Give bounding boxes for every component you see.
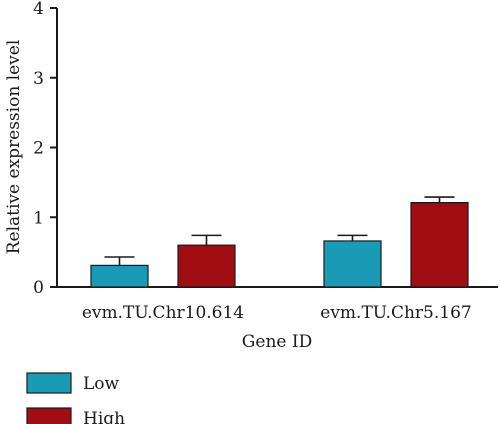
legend: Low High [26, 372, 125, 424]
legend-swatch-low [26, 372, 72, 394]
y-tick-label: 1 [33, 208, 44, 228]
y-tick-label: 0 [33, 278, 44, 298]
bar-low-2 [323, 240, 382, 288]
bar-high-2 [410, 202, 469, 288]
category-labels: evm.TU.Chr10.614 evm.TU.Chr5.167 [82, 303, 472, 323]
legend-label-low: Low [83, 374, 120, 394]
y-tick-label: 2 [33, 139, 44, 159]
y-axis-title: Relative expression level [4, 40, 24, 255]
bar-high-1 [177, 244, 236, 288]
bars-group [90, 196, 469, 288]
y-tick-label: 4 [33, 0, 44, 19]
y-tick-label: 3 [33, 69, 44, 89]
bar-low-1 [90, 264, 149, 288]
legend-label-high: High [83, 409, 125, 424]
y-axis: 0 1 2 3 4 [33, 0, 58, 298]
x-category-label: evm.TU.Chr5.167 [320, 303, 471, 323]
legend-swatch-high [26, 407, 72, 424]
x-category-label: evm.TU.Chr10.614 [82, 303, 244, 323]
x-axis-title: Gene ID [242, 332, 312, 352]
